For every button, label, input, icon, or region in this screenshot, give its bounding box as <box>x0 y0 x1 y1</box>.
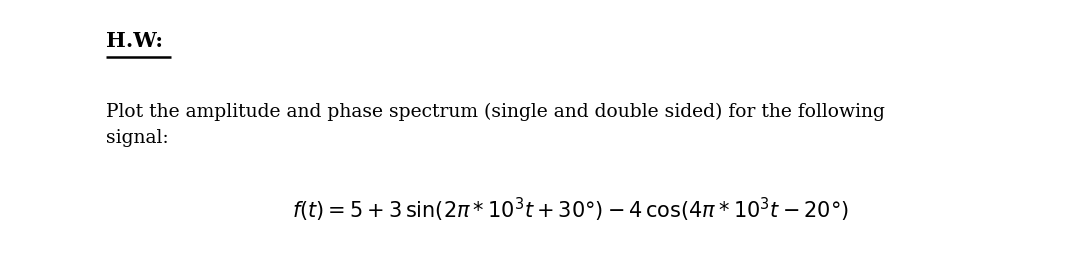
Text: H.W:: H.W: <box>106 31 163 51</box>
Text: Plot the amplitude and phase spectrum (single and double sided) for the followin: Plot the amplitude and phase spectrum (s… <box>106 103 885 148</box>
Text: $f(t) = 5 + 3\,\mathrm{sin}(2\pi * 10^3t + 30°) - 4\,\mathrm{cos}(4\pi * 10^3t -: $f(t) = 5 + 3\,\mathrm{sin}(2\pi * 10^3t… <box>292 195 849 224</box>
